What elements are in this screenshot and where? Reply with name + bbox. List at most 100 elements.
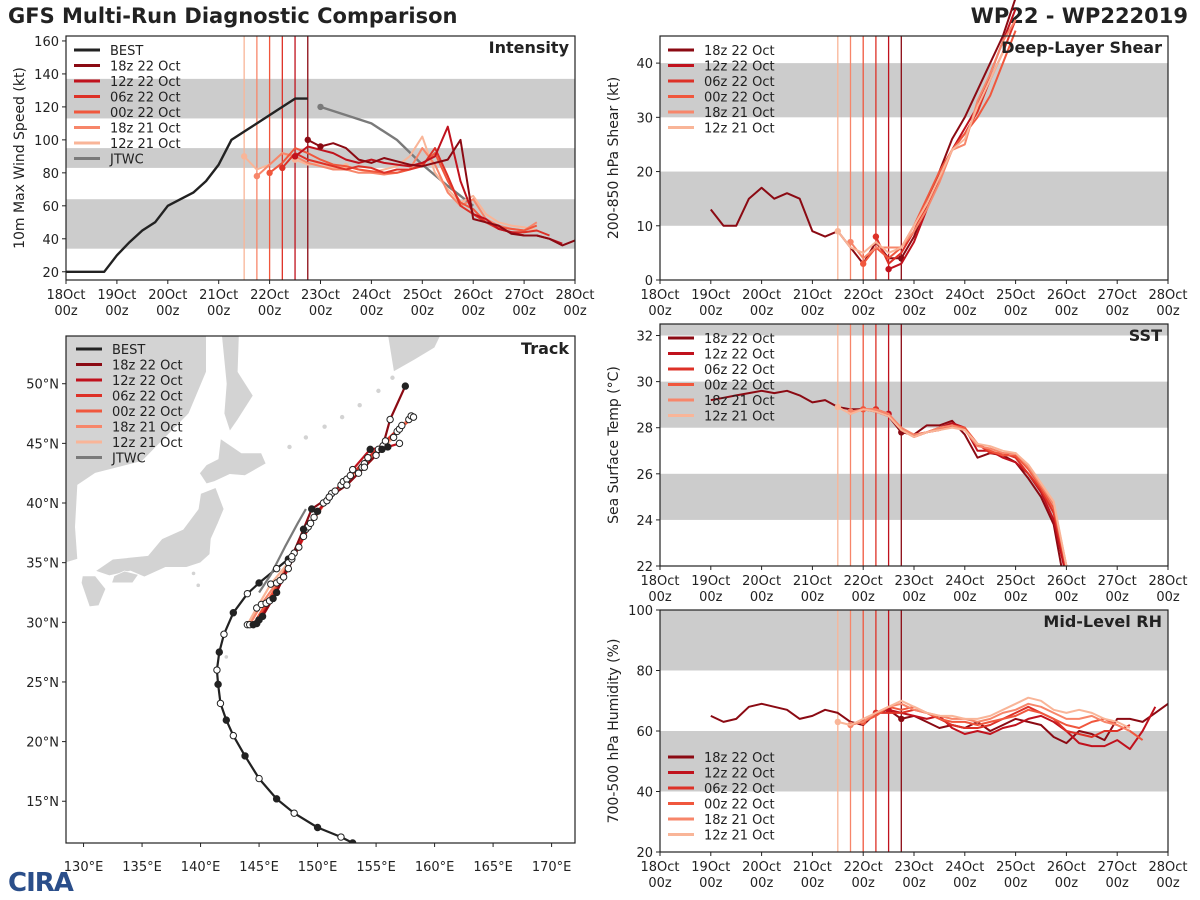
landmass-kuril-island [357,402,362,408]
track-xtick-label: 145°E [239,860,279,875]
track-xtick-label: 155°E [356,860,396,875]
sst-xtick-label: 00z [852,590,876,605]
landmass-small-island [191,571,196,576]
track-position-marker [214,680,222,689]
shear-ytick-label: 0 [645,274,653,289]
sst-xtick-label: 20Oct [742,574,781,589]
track-position-marker [337,833,345,841]
shear-ylabel: 200-850 hPa Shear (kt) [606,77,622,239]
shear-legend-label: 06z 22 Oct [704,75,775,90]
sst-ytick-label: 26 [636,468,653,483]
rh-xtick-label: 28Oct [1148,860,1187,875]
landmass-kamchatka [387,336,441,373]
track-position-marker [360,459,369,468]
sst-xtick-label: 18Oct [640,574,679,589]
track-position-marker [393,427,401,436]
track-position-marker [243,620,252,629]
track-position-marker [401,382,410,390]
landmass-kuril-island [390,375,395,380]
sst-init-marker [885,410,892,418]
intensity-ytick-label: 100 [34,134,59,149]
intensity-init-marker [342,163,350,170]
shear-panel-title: Deep-Layer Shear [1001,38,1162,57]
track-lines [213,382,418,843]
track-xtick-label: 165°E [473,860,513,875]
sst-series-12z-22-oct [887,413,1065,567]
track-position-marker [308,505,316,513]
intensity-init-marker [317,143,324,150]
sst-series-06z-22-oct [875,408,1067,567]
intensity-xtick-label: 00z [512,304,536,319]
shear-legend-label: 18z 21 Oct [704,106,775,121]
intensity-init-marker [291,153,299,160]
intensity-xtick-label: 22Oct [250,288,289,303]
track-position-marker [276,576,284,585]
intensity-xtick-label: 27Oct [505,288,544,303]
rh-xtick-label: 00z [1055,876,1079,891]
landmass-kuril-island [303,435,309,440]
rh-xtick-label: 00z [1004,876,1028,891]
intensity-legend-label: 18z 22 Oct [110,60,181,75]
rh-legend-label: 12z 21 Oct [704,829,775,844]
track-xtick-label: 150°E [298,860,338,875]
rh-ytick-label: 100 [628,604,653,619]
shear-ytick-label: 40 [636,57,653,72]
rh-xtick-label: 20Oct [742,860,781,875]
track-position-marker [258,612,267,621]
rh-ylabel: 700-500 hPa Humidity (%) [606,639,622,824]
track-xtick-label: 160°E [415,860,455,875]
rh-xtick-label: 19Oct [691,860,730,875]
shear-frame [659,35,1169,281]
shear-xtick-label: 26Oct [1047,288,1086,303]
shear-xtick-label: 27Oct [1098,288,1137,303]
shear-xtick-label: 00z [1156,304,1180,319]
sst-legend-label: 00z 22 Oct [704,379,775,394]
track-position-marker [346,471,355,480]
intensity-ytick-label: 40 [42,233,59,248]
rh-xtick-label: 00z [1156,876,1180,891]
intensity-ytick-label: 140 [34,68,59,83]
shear-legend-label: 12z 22 Oct [704,60,775,75]
rh-series-12z-22-oct [888,706,1157,751]
intensity-init-marker [304,136,311,144]
intensity-xtick-label: 00z [258,304,282,319]
sst-xtick-label: 00z [1106,590,1130,605]
track-xtick-label: 140°E [181,860,221,875]
landmass-kuril-island [287,444,292,450]
track-position-marker [409,413,418,421]
track-legend-label: 06z 22 Oct [112,390,183,405]
track-ytick-label: 45°N [26,437,59,452]
rh-legend-label: 06z 22 Oct [704,782,775,797]
shear-xtick-label: 00z [699,304,723,319]
sst-xtick-label: 28Oct [1148,574,1187,589]
landmass-hokkaido [198,437,267,485]
sst-xtick-label: 00z [902,590,926,605]
intensity-series-jtwc [320,105,474,207]
intensity-legend-label: 12z 21 Oct [110,137,181,152]
chart-shear: 01020304018Oct00z19Oct00z20Oct00z21Oct00… [606,0,1188,319]
track-position-marker [323,496,331,505]
track-legend-label: 18z 21 Oct [112,421,183,436]
intensity-xtick-label: 00z [462,304,486,319]
track-position-marker [348,839,357,843]
landmass-shikoku [111,570,140,584]
track-position-marker [343,481,351,489]
intensity-init-marker [253,172,261,180]
rh-ytick-label: 80 [636,665,653,680]
sst-legend-label: 06z 22 Oct [704,363,775,378]
shear-ytick-label: 20 [636,166,653,181]
track-position-marker [337,481,345,489]
track-18z-21-oct [248,415,413,626]
sst-xtick-label: 22Oct [844,574,883,589]
track-position-marker [366,445,374,454]
intensity-series-12z-22-oct [294,125,563,245]
intensity-xtick-label: 23Oct [301,288,340,303]
track-position-marker [319,499,328,507]
intensity-ylabel: 10m Max Wind Speed (kt) [12,67,28,249]
intensity-band [66,148,575,168]
sst-xtick-label: 25Oct [996,574,1035,589]
track-position-marker [215,648,223,656]
track-position-marker [246,620,254,629]
rh-xtick-label: 00z [902,876,926,891]
sst-xtick-label: 27Oct [1098,574,1137,589]
